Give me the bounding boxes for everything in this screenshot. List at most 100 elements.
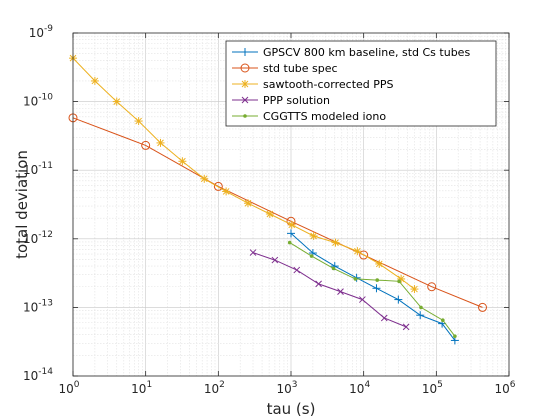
legend-entry: PPP solution bbox=[232, 94, 330, 107]
marker-stroke bbox=[337, 288, 344, 295]
legend-box bbox=[225, 40, 497, 127]
x-axis-label: tau (s) bbox=[267, 400, 316, 418]
marker-stroke bbox=[271, 256, 279, 264]
data-point bbox=[222, 187, 231, 196]
data-point bbox=[353, 247, 362, 256]
marker-dot bbox=[287, 240, 292, 245]
legend-label: std tube spec bbox=[263, 62, 338, 75]
marker-stroke bbox=[359, 296, 366, 303]
y-axis-label: total deviation bbox=[13, 150, 31, 259]
legend-entry: sawtooth-corrected PPS bbox=[232, 78, 394, 91]
marker-dot bbox=[375, 278, 380, 282]
legend-entry: CGGTTS modeled iono bbox=[232, 110, 386, 123]
data-point bbox=[353, 277, 358, 281]
data-point bbox=[394, 295, 403, 304]
data-point bbox=[156, 138, 165, 147]
data-point bbox=[265, 209, 274, 218]
data-point bbox=[453, 334, 457, 339]
data-point bbox=[397, 274, 406, 283]
data-point bbox=[134, 117, 143, 126]
legend-entry: GPSCV 800 km baseline, std Cs tubes bbox=[232, 46, 470, 59]
data-point bbox=[287, 220, 296, 229]
marker-stroke bbox=[244, 199, 252, 207]
marker-stroke bbox=[293, 266, 301, 274]
data-point bbox=[478, 302, 488, 312]
legend-label: PPP solution bbox=[263, 94, 330, 107]
marker-stroke bbox=[241, 96, 249, 104]
legend: GPSCV 800 km baseline, std Cs tubes std t… bbox=[225, 40, 497, 127]
data-point bbox=[243, 199, 252, 208]
data-point bbox=[241, 96, 249, 104]
marker-stroke bbox=[288, 221, 296, 229]
data-point bbox=[293, 266, 301, 274]
series-line bbox=[252, 252, 407, 328]
marker-dot bbox=[331, 266, 336, 271]
data-point bbox=[359, 296, 366, 303]
data-point bbox=[271, 256, 279, 264]
data-point bbox=[200, 174, 209, 183]
series-line bbox=[72, 117, 483, 308]
data-point bbox=[331, 266, 336, 271]
data-point bbox=[241, 48, 249, 56]
data-point bbox=[402, 323, 410, 331]
data-point bbox=[309, 231, 318, 240]
marker-dot bbox=[441, 318, 445, 323]
data-point bbox=[380, 314, 388, 322]
marker-stroke bbox=[315, 280, 322, 288]
marker-stroke bbox=[179, 157, 186, 165]
data-point bbox=[375, 259, 384, 268]
data-point bbox=[243, 114, 247, 118]
marker-stroke bbox=[113, 98, 121, 105]
marker-circle bbox=[427, 282, 437, 292]
series-1 bbox=[287, 229, 459, 345]
marker-circle bbox=[213, 181, 223, 191]
marker-dot bbox=[353, 277, 358, 281]
data-point bbox=[410, 285, 419, 294]
marker-stroke bbox=[380, 314, 388, 322]
data-point bbox=[112, 97, 121, 106]
marker-circle bbox=[359, 250, 369, 260]
data-point bbox=[240, 63, 250, 73]
marker-circle bbox=[141, 140, 151, 150]
series-4 bbox=[249, 249, 410, 331]
data-point bbox=[427, 282, 437, 292]
legend-label: CGGTTS modeled iono bbox=[263, 110, 386, 123]
marker-stroke bbox=[157, 139, 164, 147]
marker-circle bbox=[240, 63, 250, 73]
marker-stroke bbox=[241, 80, 249, 88]
marker-circle bbox=[478, 302, 488, 312]
data-point bbox=[315, 280, 322, 288]
marker-stroke bbox=[135, 117, 142, 125]
legend-entry: std tube spec bbox=[232, 62, 338, 75]
data-point bbox=[249, 249, 257, 256]
data-point bbox=[441, 318, 445, 323]
data-point bbox=[213, 181, 223, 191]
legend-label: sawtooth-corrected PPS bbox=[263, 78, 394, 91]
marker-stroke bbox=[249, 249, 257, 256]
data-point bbox=[309, 254, 314, 258]
marker-stroke bbox=[332, 239, 339, 246]
marker-dot bbox=[397, 279, 401, 284]
marker-dot bbox=[453, 334, 457, 339]
data-point bbox=[337, 288, 344, 295]
data-point bbox=[178, 157, 187, 166]
data-point bbox=[372, 284, 381, 293]
marker-stroke bbox=[200, 175, 208, 183]
data-point bbox=[287, 240, 292, 245]
series-5 bbox=[287, 240, 457, 339]
marker-stroke bbox=[402, 323, 410, 331]
marker-stroke bbox=[375, 260, 383, 268]
marker-stroke bbox=[354, 247, 361, 255]
marker-stroke bbox=[266, 210, 274, 218]
data-point bbox=[419, 305, 423, 310]
data-point bbox=[331, 238, 340, 247]
data-point bbox=[397, 279, 401, 284]
marker-stroke bbox=[411, 285, 418, 293]
data-point bbox=[241, 80, 249, 88]
marker-dot bbox=[243, 114, 247, 118]
marker-dot bbox=[419, 305, 423, 310]
marker-stroke bbox=[222, 188, 230, 195]
marker-dot bbox=[309, 254, 314, 258]
data-point bbox=[90, 76, 99, 85]
